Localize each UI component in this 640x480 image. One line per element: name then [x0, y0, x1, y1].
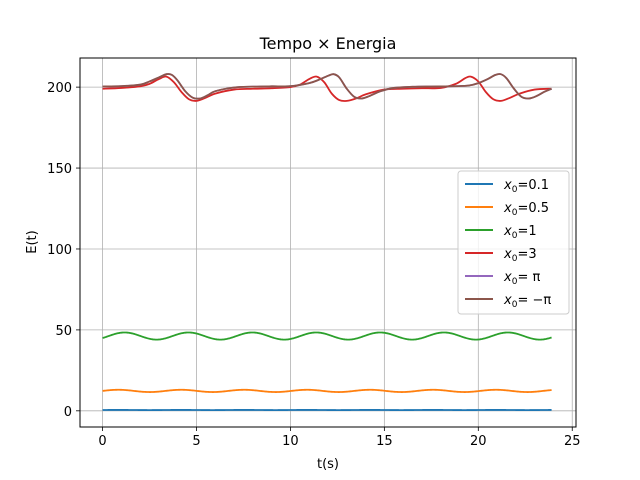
x-tick-label: 5 [192, 434, 200, 449]
x-tick-label: 20 [470, 434, 487, 449]
y-tick-label: 0 [64, 405, 72, 420]
series-line-3 [102, 75, 552, 102]
y-tick-label: 150 [47, 162, 72, 177]
legend-label-4: x0= π [503, 270, 540, 287]
axes-frame [79, 57, 577, 428]
y-axis-label: E(t) [25, 230, 40, 253]
y-tick-label: 50 [55, 324, 72, 339]
legend: x0=0.1 x0=0.5 x0=1 x0=3 x0= π x0= −π [457, 170, 570, 315]
legend-label-3: x0=3 [503, 247, 537, 264]
legend-label-2: x0=1 [503, 224, 537, 241]
y-tick-label: 100 [47, 243, 72, 258]
x-tick-label: 15 [376, 434, 393, 449]
y-tick-label: 200 [47, 81, 72, 96]
legend-label-0: x0=0.1 [503, 178, 549, 195]
series-line-2 [102, 331, 552, 341]
series-line-5 [102, 73, 552, 100]
plot-lines [102, 73, 552, 411]
legend-label-5: x0= −π [503, 293, 551, 310]
chart-title: Tempo × Energia [259, 34, 397, 53]
x-tick-label: 10 [282, 434, 299, 449]
legend-label-1: x0=0.5 [503, 201, 549, 218]
x-axis-label: t(s) [317, 457, 339, 472]
x-tick-label: 25 [564, 434, 581, 449]
x-tick-label: 0 [98, 434, 106, 449]
series-line-1 [102, 388, 552, 393]
ticks: 0 5 10 15 20 25 0 50 100 150 200 [47, 81, 580, 449]
